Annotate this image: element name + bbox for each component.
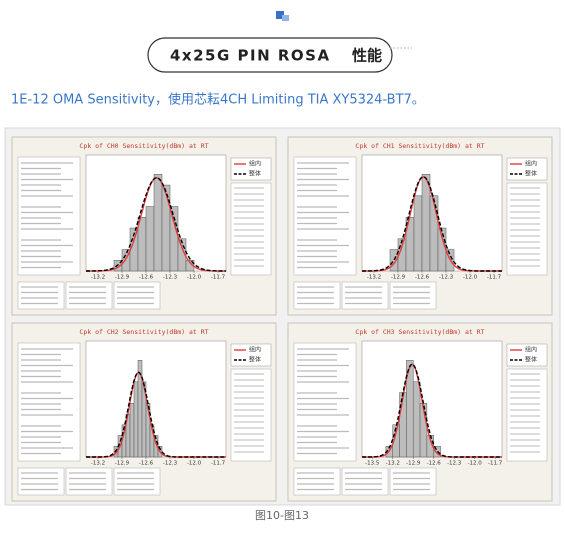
- chart-title: Cpk of CH1 Sensitivity(dBm) at RT: [355, 142, 484, 150]
- histogram-bar: [153, 174, 163, 272]
- legend-label: 整体: [525, 170, 537, 178]
- histogram-bar: [413, 195, 423, 272]
- chart-title: Cpk of CH0 Sensitivity(dBm) at RT: [79, 142, 208, 150]
- legend-label: 组内: [249, 160, 261, 168]
- stats-box: [341, 467, 389, 496]
- x-tick-label: -12.9: [391, 275, 406, 281]
- x-tick-label: -12.9: [115, 275, 130, 281]
- subtitle: 1E-12 OMA Sensitivity，使用芯耘4CH Limiting T…: [11, 92, 425, 108]
- chart-title: Cpk of CH2 Sensitivity(dBm) at RT: [79, 328, 208, 336]
- legend-label: 整体: [249, 356, 261, 364]
- histogram-bar: [169, 206, 179, 272]
- histogram-bar: [145, 206, 155, 272]
- x-tick-label: -12.3: [439, 275, 454, 281]
- stats-box: [293, 467, 341, 496]
- x-tick-label: -12.9: [115, 461, 130, 467]
- x-tick-label: -12.6: [139, 275, 154, 281]
- stats-box: [293, 281, 341, 310]
- stats-box: [506, 182, 548, 276]
- histogram-bar: [412, 381, 421, 458]
- stats-box: [389, 281, 437, 310]
- title-pill: [147, 37, 393, 73]
- stats-box: [293, 342, 357, 462]
- histogram-bar: [161, 184, 171, 272]
- x-tick-label: -13.2: [367, 275, 381, 281]
- x-tick-label: -12.0: [468, 461, 483, 467]
- x-tick-label: -11.7: [211, 275, 226, 281]
- histogram-bar: [129, 403, 135, 458]
- x-tick-label: -12.3: [163, 461, 178, 467]
- histogram-bar: [137, 217, 147, 272]
- stats-box: [113, 467, 161, 496]
- histogram-bar: [133, 381, 139, 458]
- x-tick-label: -12.3: [163, 275, 178, 281]
- stats-box: [65, 467, 113, 496]
- curve-overall: [86, 371, 226, 458]
- legend-label: 组内: [525, 160, 537, 168]
- histogram-bar: [429, 195, 439, 272]
- histogram-bar: [421, 174, 431, 272]
- x-tick-label: -12.0: [463, 275, 478, 281]
- legend-label: 组内: [525, 346, 537, 354]
- chart-title: Cpk of CH3 Sensitivity(dBm) at RT: [355, 328, 484, 336]
- title-suffix: 性能: [352, 47, 382, 65]
- stats-box: [17, 156, 81, 276]
- stats-box: [230, 182, 272, 276]
- title: 4x25G PIN ROSA: [170, 47, 331, 65]
- caption: 图10-图13: [255, 509, 309, 522]
- x-tick-label: -12.3: [447, 461, 462, 467]
- curve-overall: [362, 363, 502, 458]
- x-tick-label: -12.9: [406, 461, 421, 467]
- x-tick-label: -12.0: [187, 461, 202, 467]
- curve-overall: [86, 177, 226, 272]
- stats-box: [389, 467, 437, 496]
- x-tick-label: -13.2: [91, 275, 105, 281]
- stats-box: [65, 281, 113, 310]
- x-tick-label: -13.2: [386, 461, 400, 467]
- stats-box: [341, 281, 389, 310]
- logo-icon: [276, 11, 289, 21]
- x-tick-label: -12.6: [427, 461, 442, 467]
- x-tick-label: -13.5: [365, 461, 380, 467]
- stats-box: [17, 342, 81, 462]
- x-tick-label: -13.2: [91, 461, 105, 467]
- histogram-bar: [399, 392, 407, 458]
- x-tick-label: -11.7: [211, 461, 226, 467]
- legend-label: 整体: [249, 170, 261, 178]
- x-tick-label: -12.6: [415, 275, 430, 281]
- curve-within: [362, 176, 502, 272]
- x-tick-label: -12.6: [139, 461, 154, 467]
- stats-box: [17, 281, 65, 310]
- stats-box: [293, 156, 357, 276]
- curve-overall: [362, 176, 502, 272]
- legend-label: 组内: [249, 346, 261, 354]
- stats-box: [506, 368, 548, 462]
- x-tick-label: -11.7: [488, 461, 503, 467]
- histogram-bar: [437, 227, 447, 272]
- histogram-bar: [177, 238, 187, 272]
- legend-label: 整体: [525, 356, 537, 364]
- charts: Cpk of CH0 Sensitivity(dBm) at RT -13.2 -1…: [11, 136, 553, 502]
- stats-box: [17, 467, 65, 496]
- x-tick-label: -11.7: [487, 275, 502, 281]
- stats-box: [230, 368, 272, 462]
- stats-box: [113, 281, 161, 310]
- x-tick-label: -12.0: [187, 275, 202, 281]
